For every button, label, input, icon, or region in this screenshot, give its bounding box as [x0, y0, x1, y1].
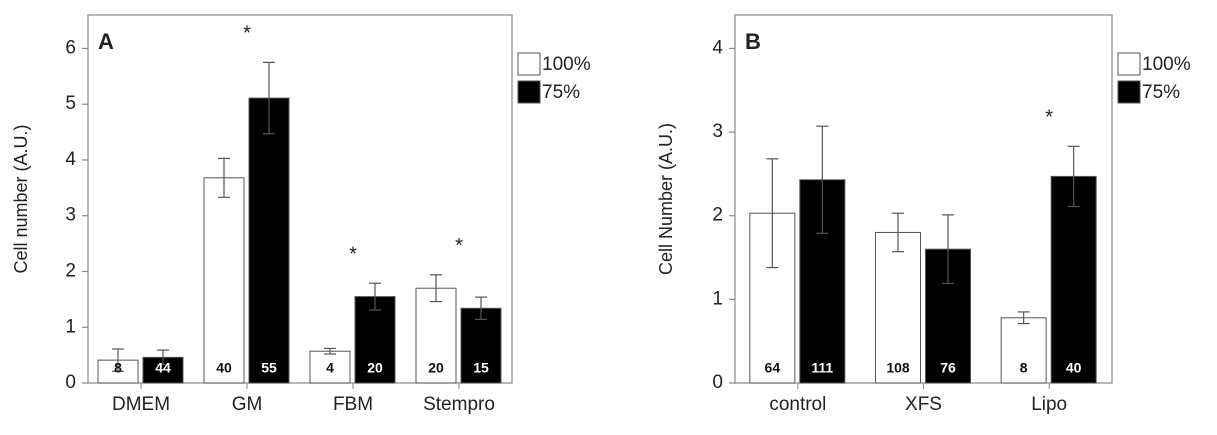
count-label: 111: [811, 360, 833, 376]
y-tick-label: 2: [65, 261, 76, 282]
bar: [875, 231, 921, 384]
plot-frame: [87, 14, 513, 384]
y-tick-label: 3: [65, 205, 76, 226]
count-label: 108: [886, 360, 910, 376]
x-tick-label: Lipo: [1031, 394, 1067, 415]
x-tick-label: XFS: [905, 394, 942, 415]
count-label: 20: [367, 360, 383, 376]
count-label: 55: [261, 360, 277, 376]
y-tick-label: 2: [712, 205, 723, 226]
bar: [248, 97, 290, 384]
y-axis-label: Cell Number (A.U.): [656, 123, 676, 275]
y-tick-label: 0: [65, 372, 76, 393]
count-label: 8: [114, 360, 122, 376]
x-tick-label: Stempro: [423, 394, 495, 415]
significance-mark: *: [349, 243, 357, 265]
legend-swatch: [517, 80, 541, 104]
legend-label: 100%: [542, 54, 591, 75]
panel-label: B: [745, 29, 761, 54]
bar: [203, 177, 245, 384]
count-label: 4: [326, 360, 334, 376]
legend-label: 75%: [542, 82, 580, 103]
y-tick-label: 5: [65, 93, 76, 114]
legend-swatch: [1117, 52, 1141, 76]
y-tick-label: 4: [712, 37, 723, 58]
bar: [354, 296, 396, 384]
significance-mark: *: [1045, 107, 1053, 129]
y-tick-label: 1: [712, 288, 723, 309]
x-tick-label: control: [769, 394, 826, 415]
y-axis-label: Cell number (A.U.): [11, 124, 31, 273]
panel-label: A: [98, 29, 114, 54]
count-label: 8: [1020, 360, 1028, 376]
legend-label: 75%: [1142, 82, 1180, 103]
x-tick-label: DMEM: [112, 394, 170, 415]
y-tick-label: 4: [65, 149, 76, 170]
bar: [1000, 317, 1047, 384]
x-tick-label: GM: [232, 394, 263, 415]
legend-swatch: [517, 52, 541, 76]
count-label: 76: [940, 360, 956, 376]
y-tick-label: 6: [65, 37, 76, 58]
y-tick-label: 1: [65, 316, 76, 337]
legend-label: 100%: [1142, 54, 1191, 75]
bar: [925, 248, 971, 384]
legend-swatch: [1117, 80, 1141, 104]
bar: [415, 287, 457, 384]
bar: [1050, 175, 1097, 384]
count-label: 40: [216, 360, 232, 376]
bar: [309, 350, 351, 384]
count-label: 44: [155, 360, 171, 376]
significance-mark: *: [243, 23, 251, 45]
y-tick-label: 0: [712, 372, 723, 393]
count-label: 15: [473, 360, 489, 376]
significance-mark: *: [455, 235, 463, 257]
count-label: 64: [765, 360, 781, 376]
x-tick-label: FBM: [333, 394, 373, 415]
count-label: 20: [428, 360, 444, 376]
y-tick-label: 3: [712, 121, 723, 142]
count-label: 40: [1066, 360, 1082, 376]
